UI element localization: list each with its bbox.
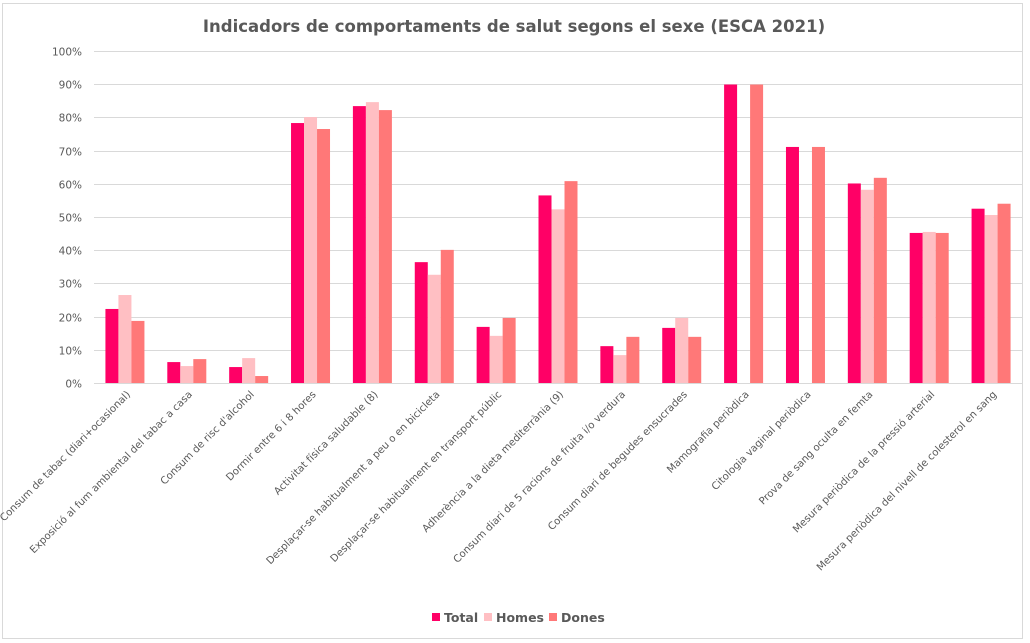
- y-tick-label: 50%: [59, 213, 82, 225]
- bar-total: [229, 367, 243, 383]
- bar-dones: [997, 203, 1011, 383]
- bar-total: [662, 327, 676, 383]
- legend: Total Homes Dones: [432, 610, 605, 625]
- bar-total: [909, 232, 923, 383]
- y-axis: 0% 10% 20% 30% 40% 50% 60% 70% 80% 90% 100%: [52, 47, 82, 391]
- bar-homes: [365, 102, 379, 383]
- bar-dones: [626, 336, 640, 383]
- bar-homes: [242, 358, 256, 383]
- chart-title: Indicadors de comportaments de salut seg…: [203, 17, 825, 36]
- y-tick-label: 70%: [59, 147, 82, 159]
- bar-total: [414, 262, 428, 383]
- x-tick-label: Prova de sang oculta en femta: [757, 389, 875, 507]
- legend-swatch-homes: [484, 613, 492, 621]
- bar-homes: [860, 189, 874, 383]
- bar-dones: [564, 181, 578, 383]
- bar-dones: [502, 317, 516, 383]
- y-tick-label: 100%: [52, 47, 82, 59]
- bar-homes: [613, 355, 627, 383]
- x-tick-label: Activitat física saludable (8): [272, 389, 381, 498]
- bar-dones: [317, 129, 331, 383]
- y-tick-label: 60%: [59, 180, 82, 192]
- legend-label-total: Total: [444, 610, 478, 625]
- bar-dones: [378, 110, 392, 383]
- bar-homes: [427, 274, 441, 383]
- bar-dones: [193, 359, 207, 383]
- x-tick-label: Adherència a la dieta mediterrània (9): [420, 389, 566, 535]
- legend-label-homes: Homes: [496, 610, 544, 625]
- bar-total: [105, 308, 119, 383]
- y-tick-label: 90%: [59, 80, 82, 92]
- y-tick-label: 10%: [59, 346, 82, 358]
- legend-swatch-total: [432, 613, 440, 621]
- bar-total: [600, 346, 614, 383]
- bar-total: [538, 195, 552, 383]
- bar-total: [291, 123, 305, 383]
- bar-total: [971, 208, 985, 383]
- bar-dones: [688, 336, 702, 383]
- bar-dones: [131, 320, 145, 383]
- bar-dones: [750, 84, 764, 383]
- bar-dones: [811, 146, 825, 383]
- y-tick-label: 80%: [59, 113, 82, 125]
- bar-homes: [489, 335, 503, 383]
- bar-total: [167, 362, 181, 383]
- legend-label-dones: Dones: [561, 610, 605, 625]
- bar-total: [724, 84, 738, 383]
- bar-total: [476, 326, 490, 383]
- y-tick-label: 40%: [59, 246, 82, 258]
- bar-homes: [984, 215, 998, 383]
- bar-dones: [440, 249, 454, 383]
- x-tick-label: Consum de tabac (diari+ocasional): [0, 389, 133, 524]
- bar-homes: [180, 366, 194, 383]
- y-tick-label: 0%: [65, 379, 82, 391]
- y-tick-label: 20%: [59, 313, 82, 325]
- x-axis: Consum de tabac (diari+ocasional)Exposic…: [0, 389, 999, 574]
- bar-homes: [304, 117, 318, 383]
- bar-total: [352, 106, 366, 384]
- bar-homes: [922, 231, 936, 383]
- bar-homes: [551, 209, 565, 383]
- y-tick-label: 30%: [59, 279, 82, 291]
- bar-dones: [935, 232, 949, 383]
- bar-total: [847, 183, 861, 383]
- bar-dones: [873, 177, 887, 383]
- bar-homes: [118, 295, 132, 383]
- bar-dones: [255, 376, 269, 383]
- x-tick-label: Consum diari de begudes ensucrades: [546, 389, 690, 533]
- x-tick-label: Citologia vaginal periòdica: [709, 389, 813, 493]
- legend-swatch-dones: [549, 613, 557, 621]
- bar-homes: [675, 317, 689, 383]
- bars: [105, 84, 1011, 384]
- x-tick-label: Mesura periòdica de la pressió arterial: [791, 389, 938, 536]
- bar-total: [785, 146, 799, 383]
